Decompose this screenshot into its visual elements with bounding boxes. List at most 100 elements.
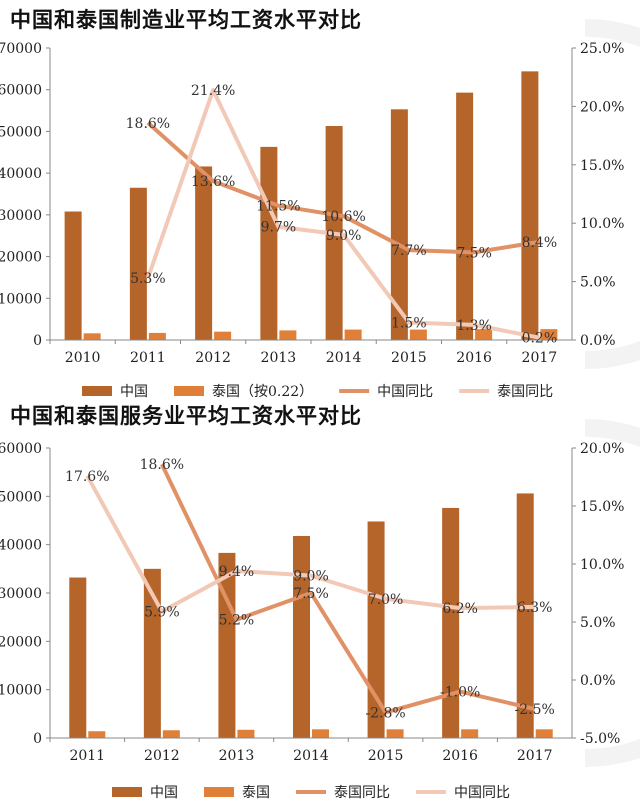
data-label-中国同比: 9.0% [293, 569, 329, 585]
data-label-中国同比: 9.4% [219, 564, 255, 580]
bar-中国 [516, 493, 534, 738]
x-axis-tick-label: 2012 [144, 748, 180, 764]
left-axis-tick-label: 60000 [0, 83, 42, 99]
bar-中国 [69, 577, 87, 738]
left-axis-tick-label: 30000 [0, 208, 42, 224]
left-axis-tick-label: 10000 [0, 291, 42, 307]
watermark-arc [584, 419, 640, 767]
right-axis-tick-label: 5.0% [580, 615, 616, 631]
bar-泰国 [386, 729, 404, 738]
bar-中国 [293, 535, 310, 738]
x-axis-tick-label: 2015 [391, 350, 427, 366]
left-axis-tick-label: 40000 [0, 166, 42, 182]
data-label-中国同比: 8.4% [522, 235, 558, 251]
bar-泰国（按0.22） [148, 332, 166, 340]
bar-中国 [367, 521, 385, 738]
legend-swatch [174, 386, 204, 396]
bar-泰国（按0.22） [409, 329, 427, 340]
bar-泰国（按0.22） [540, 329, 558, 340]
x-axis-tick-label: 2013 [261, 350, 297, 366]
legend-swatch [204, 787, 234, 797]
left-axis-tick-label: 70000 [0, 41, 42, 57]
bar-泰国（按0.22） [214, 331, 232, 340]
legend-label: 中国 [150, 785, 178, 801]
data-label-中国同比: 6.3% [517, 600, 553, 616]
data-label-中国同比: 5.9% [144, 605, 180, 621]
data-label-泰国同比: 5.2% [219, 613, 255, 629]
left-axis-tick-label: 60000 [0, 441, 42, 457]
data-label-中国同比: 7.5% [456, 245, 492, 261]
chart-services: 0 10000 20000 30000 40000 50000 60000 -5.0% 0.0%… [0, 419, 640, 801]
legend-swatch [112, 787, 142, 797]
data-label-中国同比: 7.0% [368, 592, 404, 608]
line-泰国同比 [160, 463, 536, 715]
bar-泰国（按0.22） [344, 329, 362, 340]
x-axis-tick-label: 2014 [293, 748, 329, 764]
chart-title-manufacturing: 中国和泰国制造业平均工资水平对比 [10, 8, 362, 32]
left-axis-tick-label: 50000 [0, 489, 42, 505]
x-axis-tick-label: 2010 [65, 350, 101, 366]
right-axis-tick-label: 0.0% [580, 333, 616, 349]
bar-中国 [64, 211, 82, 340]
bar-泰国（按0.22） [279, 330, 297, 340]
line-泰国同比 [145, 88, 540, 340]
data-label-中国同比: 7.7% [391, 243, 427, 259]
left-axis-tick-label: 50000 [0, 124, 42, 140]
left-axis-tick-label: 0 [33, 333, 42, 349]
bar-泰国（按0.22） [83, 333, 101, 340]
data-label-泰国同比: -2.8% [365, 705, 405, 721]
data-label-中国同比: 13.6% [191, 174, 235, 190]
bar-中国 [218, 552, 236, 738]
watermark-arc [584, 19, 640, 369]
bar-中国 [390, 109, 408, 340]
bar-中国 [442, 507, 460, 738]
legend-label: 泰国同比 [497, 384, 553, 400]
legend-label: 中国同比 [377, 384, 433, 400]
data-label-中国同比: 11.5% [256, 199, 300, 215]
x-axis-tick-label: 2013 [219, 748, 255, 764]
right-axis-tick-label: 10.0% [580, 557, 624, 573]
legend-label: 中国 [120, 384, 148, 400]
x-axis-tick-label: 2012 [195, 350, 231, 366]
data-label-中国同比: 17.6% [65, 469, 109, 485]
data-label-泰国同比: 18.6% [140, 457, 184, 473]
bar-中国 [456, 92, 474, 341]
right-axis-tick-label: 20.0% [580, 441, 624, 457]
data-label-泰国同比: 9.7% [261, 220, 297, 236]
right-axis-tick-label: 25.0% [580, 41, 624, 57]
data-label-泰国同比: 0.2% [522, 331, 558, 347]
data-label-泰国同比: -1.0% [440, 685, 480, 701]
data-label-泰国同比: 1.5% [391, 315, 427, 331]
left-axis-tick-label: 30000 [0, 586, 42, 602]
line-中国同比 [85, 474, 535, 614]
x-axis-tick-label: 2017 [522, 350, 558, 366]
bar-泰国 [162, 730, 180, 738]
bar-中国 [129, 187, 147, 340]
x-axis-tick-label: 2015 [368, 748, 404, 764]
legend-label: 泰国（按0.22） [212, 384, 313, 400]
data-label-泰国同比: 5.3% [130, 271, 166, 287]
legend-swatch [82, 386, 112, 396]
x-axis-tick-label: 2017 [517, 748, 553, 764]
data-label-泰国同比: 9.0% [326, 228, 362, 244]
right-axis-tick-label: 10.0% [580, 216, 624, 232]
data-label-中国同比: 10.6% [321, 209, 365, 225]
bar-泰国 [88, 731, 106, 738]
bar-泰国 [461, 729, 479, 738]
left-axis-tick-label: 0 [33, 731, 42, 747]
data-label-中国同比: 6.2% [442, 601, 478, 617]
bar-泰国 [535, 729, 553, 738]
right-axis-tick-label: 15.0% [580, 158, 624, 174]
x-axis-tick-label: 2016 [456, 350, 492, 366]
data-label-中国同比: 18.6% [126, 116, 170, 132]
left-axis-tick-label: 10000 [0, 683, 42, 699]
legend-label: 泰国同比 [334, 785, 390, 801]
bar-泰国 [237, 729, 255, 738]
legend-label: 中国同比 [454, 785, 510, 801]
data-label-泰国同比: 7.5% [293, 586, 329, 602]
right-axis-tick-label: 5.0% [580, 275, 616, 291]
bar-中国 [521, 71, 539, 341]
chart-manufacturing: 0 10000 20000 30000 40000 50000 60000 70000 0.0%… [0, 19, 640, 400]
right-axis-tick-label: 0.0% [580, 673, 616, 689]
right-axis-tick-label: -5.0% [580, 731, 620, 747]
